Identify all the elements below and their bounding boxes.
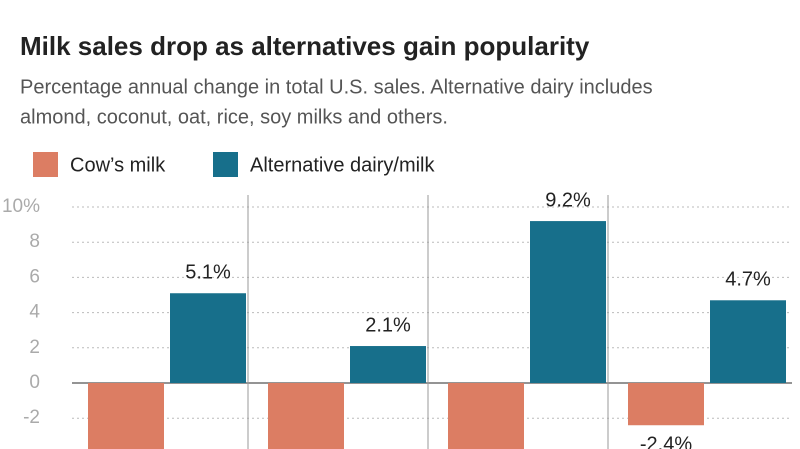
y-tick-label: 2 (29, 337, 40, 358)
bar (710, 300, 786, 383)
legend-swatch (33, 152, 58, 177)
y-tick-label: 8 (29, 231, 40, 252)
chart-title: Milk sales drop as alternatives gain pop… (20, 31, 590, 61)
y-tick-label: -2 (23, 407, 40, 428)
data-label: 5.1% (185, 262, 231, 284)
legend-swatch (213, 152, 238, 177)
y-tick-label: 4 (29, 302, 40, 323)
bar (628, 383, 704, 426)
data-label: -2.4% (640, 434, 692, 449)
data-label: 9.2% (545, 189, 591, 211)
data-label: 4.7% (725, 269, 771, 291)
y-tick-label: 10% (2, 196, 40, 217)
legend-label: Alternative dairy/milk (250, 154, 436, 176)
chart-subtitle: almond, coconut, oat, rice, soy milks an… (20, 106, 448, 128)
bar (350, 346, 426, 383)
bar (268, 383, 344, 449)
bar (530, 221, 606, 383)
data-label: 2.1% (365, 314, 411, 336)
bar (88, 383, 164, 449)
legend-label: Cow’s milk (70, 154, 166, 176)
y-tick-label: 6 (29, 266, 40, 287)
y-tick-label: 0 (29, 372, 40, 393)
bar (448, 383, 524, 449)
bar (170, 293, 246, 383)
chart-subtitle: Percentage annual change in total U.S. s… (20, 76, 653, 98)
